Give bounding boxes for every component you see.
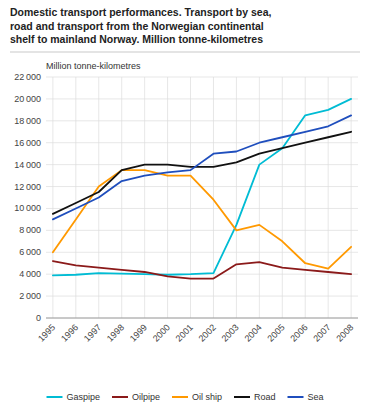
legend-label: Oilpipe (132, 392, 160, 402)
series-line (53, 132, 351, 214)
series-line (53, 170, 351, 269)
y-grid-line (46, 230, 358, 231)
legend-label: Oil ship (192, 392, 222, 402)
x-grid-line (282, 77, 283, 318)
x-tick-label: 2001 (174, 322, 195, 343)
y-grid-line (46, 318, 358, 319)
grid (46, 77, 358, 318)
x-tick-label: 2000 (151, 322, 172, 343)
x-grid-line (121, 77, 122, 318)
legend-swatch (234, 396, 250, 398)
x-tick-label: 1999 (128, 322, 149, 343)
y-grid-line (46, 120, 358, 121)
y-grid-line (46, 98, 358, 99)
x-tick-label: 2007 (311, 322, 332, 343)
x-tick-label: 2003 (220, 322, 241, 343)
y-tick-label: 18 000 (14, 116, 41, 126)
x-tick-label: 1996 (59, 322, 80, 343)
y-tick-label: 16 000 (14, 138, 41, 148)
x-grid-line (52, 77, 53, 318)
y-tick-label: 14 000 (14, 160, 41, 170)
x-grid-line (213, 77, 214, 318)
legend-item: Road (234, 392, 276, 402)
x-grid-line (328, 77, 329, 318)
y-axis-label: Million tonne-kilometres (46, 61, 141, 71)
y-tick-label: 2 000 (19, 291, 41, 301)
x-grid-line (259, 77, 260, 318)
title: Domestic transport performances. Transpo… (10, 6, 271, 45)
legend: Gaspipe Oilpipe Oil ship Road Sea (47, 392, 324, 402)
y-grid-line (46, 77, 358, 78)
x-grid-line (236, 77, 237, 318)
x-tick-label: 2005 (265, 322, 286, 343)
axes: 0 2 000 4 000 6 000 8 000 10 000 12 000 14 000 1… (14, 72, 358, 344)
y-grid-line (46, 164, 358, 165)
y-grid-line (46, 296, 358, 297)
y-tick-label: 12 000 (14, 182, 41, 192)
legend-item: Oilpipe (112, 392, 160, 402)
x-tick-label: 2004 (243, 322, 264, 343)
x-tick-label: 1995 (36, 322, 57, 343)
y-grid-line (46, 208, 358, 209)
x-grid-line (75, 77, 76, 318)
legend-swatch (112, 396, 128, 398)
y-tick-label: 6 000 (19, 247, 41, 257)
series-line (53, 99, 351, 275)
legend-swatch (288, 396, 304, 398)
legend-label: Sea (308, 392, 324, 402)
y-grid-line (46, 252, 358, 253)
x-grid-line (144, 77, 145, 318)
y-grid-line (46, 142, 358, 143)
legend-swatch (47, 396, 63, 398)
legend-item: Sea (288, 392, 324, 402)
x-tick-label: 2002 (197, 322, 218, 343)
y-tick-label: 10 000 (14, 203, 41, 213)
y-tick-label: 0 (36, 313, 41, 323)
x-tick-label: 2008 (334, 322, 355, 343)
series-line (53, 115, 351, 219)
legend-item: Gaspipe (47, 392, 101, 402)
legend-swatch (172, 396, 188, 398)
x-tick-label: 1998 (105, 322, 126, 343)
x-grid-line (167, 77, 168, 318)
x-tick-label: 2006 (288, 322, 309, 343)
legend-label: Gaspipe (67, 392, 101, 402)
y-tick-label: 4 000 (19, 269, 41, 279)
legend-label: Road (254, 392, 276, 402)
legend-item: Oil ship (172, 392, 222, 402)
y-tick-label: 8 000 (19, 225, 41, 235)
x-tick-label: 1997 (82, 322, 103, 343)
x-axis-line (46, 318, 358, 319)
lines (53, 99, 351, 279)
separator (10, 52, 360, 53)
y-tick-label: 20 000 (14, 94, 41, 104)
x-grid-line (351, 77, 352, 318)
x-grid-line (305, 77, 306, 318)
chart: Domestic transport performances. Transpo… (0, 0, 370, 409)
x-grid-line (190, 77, 191, 318)
y-tick-label: 22 000 (14, 72, 41, 82)
